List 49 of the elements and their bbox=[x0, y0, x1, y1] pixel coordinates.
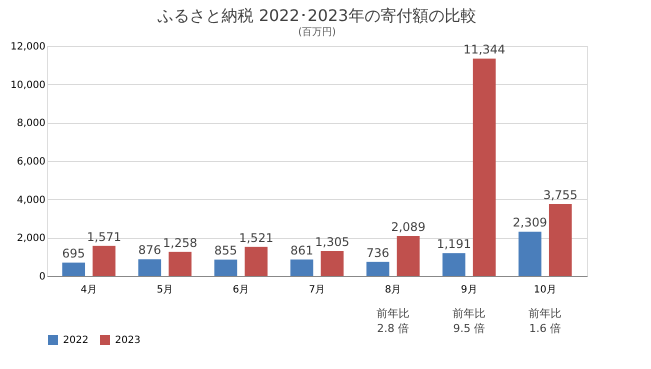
data-label: 855 bbox=[214, 244, 238, 258]
text: 前年比 9.5 倍 bbox=[452, 307, 486, 335]
data-label: 1,305 bbox=[315, 234, 350, 249]
bar bbox=[366, 262, 390, 276]
data-label: 1,258 bbox=[162, 236, 198, 250]
data-label: 1,191 bbox=[436, 237, 472, 252]
data-label: 876 bbox=[138, 243, 162, 258]
bar bbox=[244, 246, 268, 276]
data-label: 2,309 bbox=[512, 216, 548, 230]
bar bbox=[62, 262, 86, 276]
x-tick-label: 10月 bbox=[534, 284, 557, 296]
bar bbox=[92, 246, 116, 276]
y-tick-label: 4,000 bbox=[16, 194, 46, 206]
data-label: 11,344 bbox=[463, 42, 506, 57]
data-label: 1,571 bbox=[86, 230, 122, 244]
data-label: 3,755 bbox=[543, 188, 578, 202]
bar bbox=[168, 252, 192, 276]
x-tick-label: 7月 bbox=[308, 284, 326, 296]
data-label: 861 bbox=[290, 243, 314, 258]
bar bbox=[396, 236, 420, 276]
chart-title: ふるさと納税 2022･2023年の寄付額の比較 bbox=[156, 6, 476, 25]
bar bbox=[214, 260, 238, 276]
y-tick-label: 10,000 bbox=[10, 80, 46, 91]
bar bbox=[442, 253, 466, 276]
data-label: 2,089 bbox=[391, 220, 426, 234]
bar bbox=[518, 232, 542, 276]
y-axis-title: (百万円) bbox=[298, 27, 336, 38]
bar bbox=[138, 259, 162, 276]
bar bbox=[320, 250, 344, 276]
x-tick-label: 8月 bbox=[384, 284, 402, 296]
y-tick-label: 2,000 bbox=[16, 233, 46, 244]
y-tick-label: 6,000 bbox=[16, 156, 46, 168]
bar bbox=[548, 204, 572, 276]
data-label: 1,521 bbox=[238, 230, 274, 245]
bar bbox=[290, 260, 314, 276]
text: 前年比 2.8 倍 bbox=[376, 307, 410, 335]
legend-label: 2023 bbox=[115, 335, 140, 346]
x-tick-label: 6月 bbox=[232, 284, 250, 296]
text: 前年比 1.6 倍 bbox=[528, 307, 562, 335]
data-label: 695 bbox=[62, 246, 86, 261]
x-tick-label: 4月 bbox=[80, 284, 98, 296]
y-tick-label: 8,000 bbox=[16, 118, 46, 130]
y-tick-label: 0 bbox=[39, 272, 46, 282]
data-label: 736 bbox=[366, 246, 390, 260]
x-tick-label: 9月 bbox=[460, 284, 478, 296]
bar bbox=[472, 58, 496, 276]
legend-label: 2022 bbox=[63, 335, 88, 346]
x-tick-label: 5月 bbox=[156, 284, 174, 296]
y-tick-label: 12,000 bbox=[10, 42, 46, 52]
